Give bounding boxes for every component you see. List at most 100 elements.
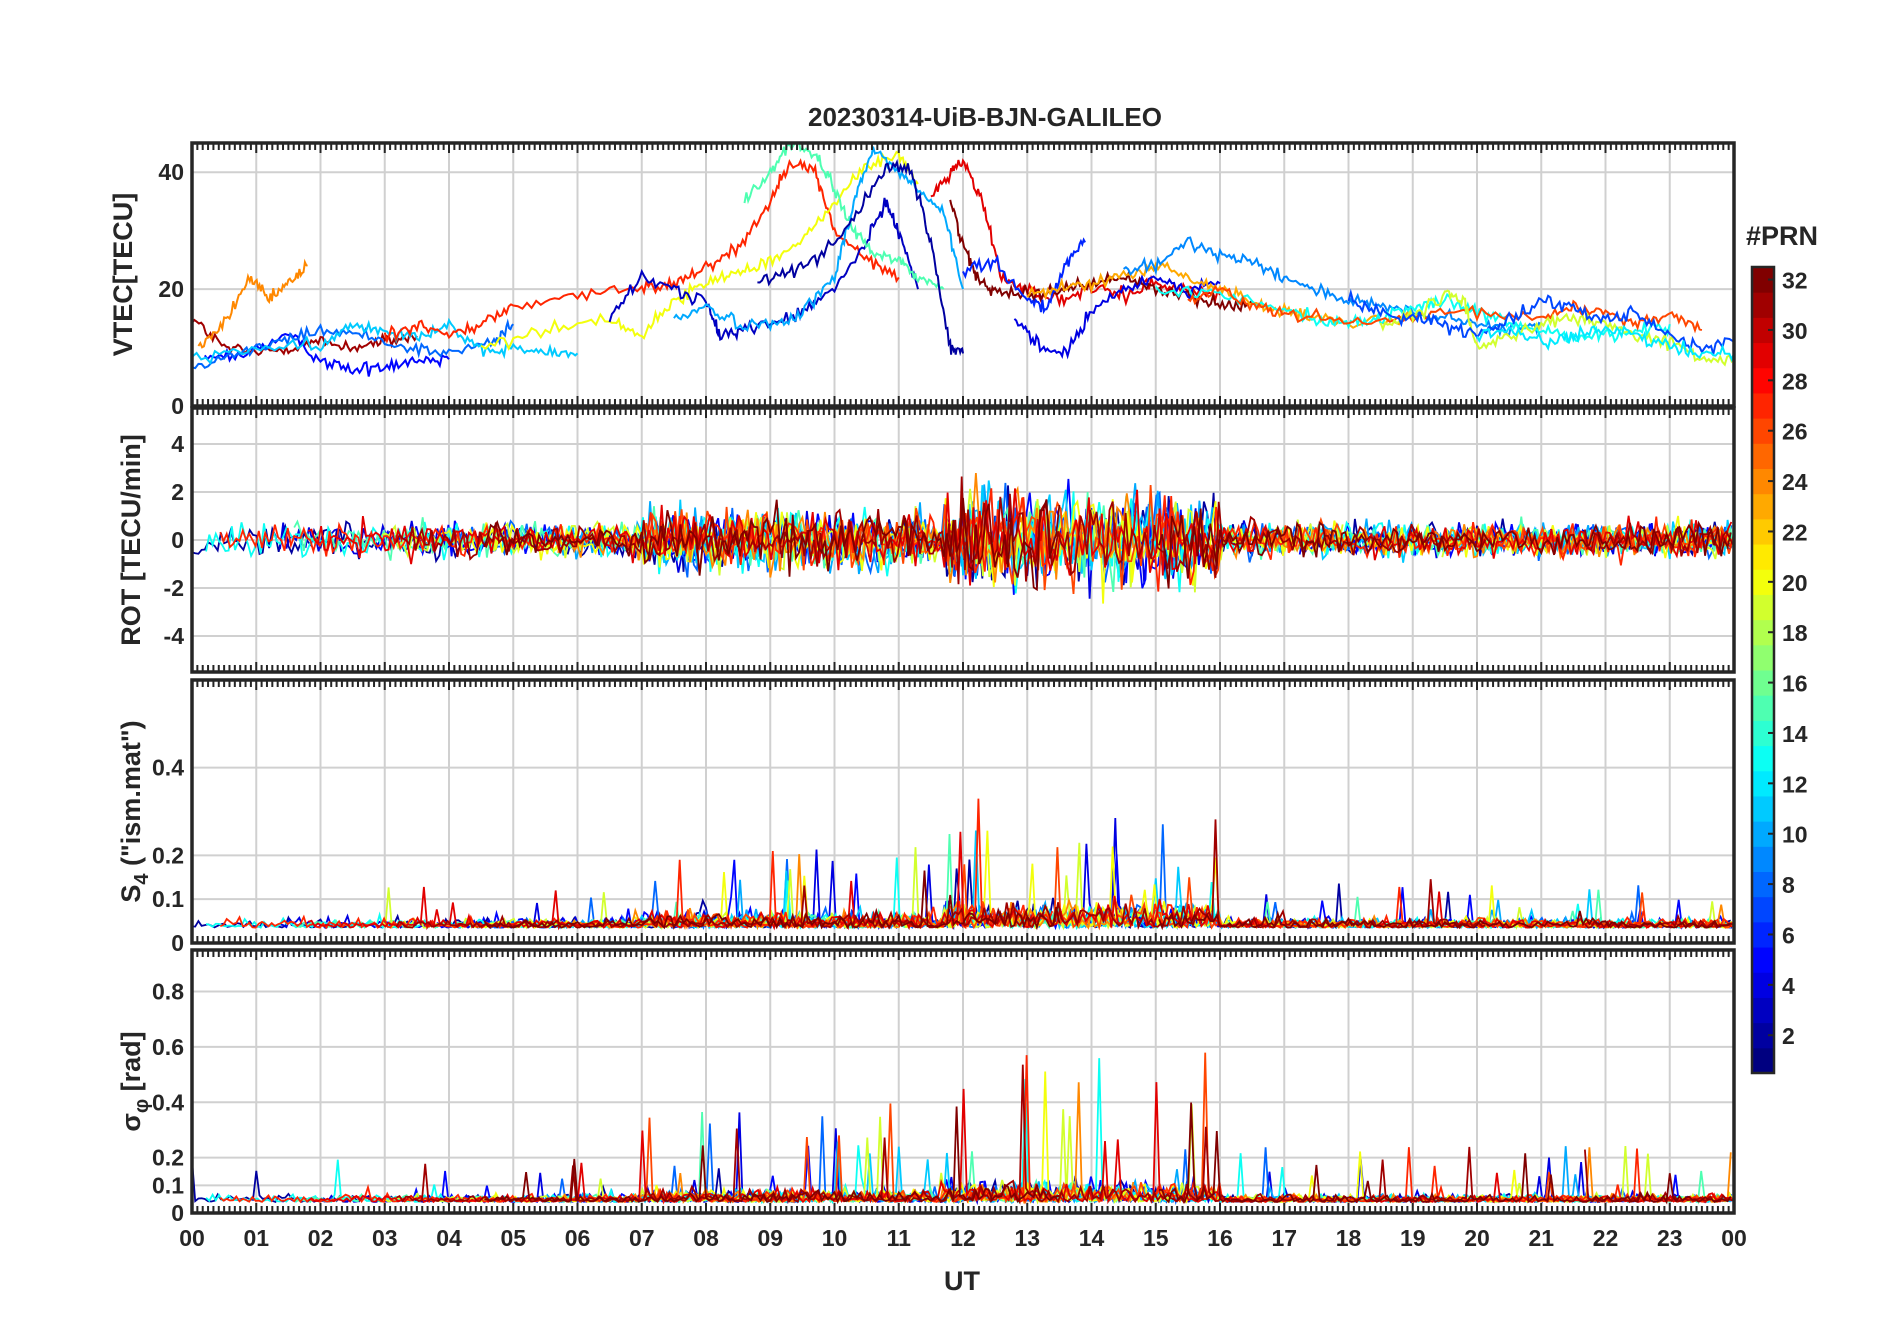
- minor-ticks: [191, 950, 1735, 1213]
- x-tick-label: 06: [565, 1225, 591, 1251]
- y-tick-label: 20: [158, 276, 184, 302]
- y-tick-label: 40: [158, 159, 184, 185]
- y-tick-label: 0: [171, 527, 184, 553]
- colorbar-step: [1752, 821, 1774, 847]
- series-prn-32: [484, 1106, 1060, 1205]
- colorbar-step: [1752, 644, 1774, 671]
- x-tick-label: 09: [757, 1225, 783, 1251]
- y-tick-label: 0: [171, 930, 184, 956]
- colorbar-step: [1752, 342, 1774, 369]
- y-tick-label: 0.6: [152, 1034, 184, 1060]
- colorbar-step: [1752, 795, 1774, 822]
- colorbar-step: [1752, 921, 1774, 948]
- series-prn-24: [197, 258, 308, 349]
- colorbar-step: [1752, 267, 1774, 293]
- series-prn-10: [673, 146, 964, 332]
- colorbar-step: [1752, 367, 1774, 394]
- series-prn-7: [1347, 288, 1734, 355]
- series-prn-32: [483, 497, 1061, 592]
- series-prn-19: [382, 1104, 1343, 1205]
- series-prn-8: [455, 824, 1417, 931]
- series-prn-6: [962, 237, 1086, 315]
- colorbar-tick-label: 12: [1782, 771, 1808, 797]
- x-tick-label: 08: [693, 1225, 719, 1251]
- series-prn-15: [743, 143, 945, 291]
- chart-title: 20230314-UiB-BJN-GALILEO: [808, 102, 1162, 132]
- colorbar-tick-label: 28: [1782, 368, 1808, 394]
- series-prn-9: [1123, 236, 1542, 338]
- colorbar-title: #PRN: [1746, 221, 1818, 251]
- colorbar-tick-label: 16: [1782, 671, 1808, 697]
- colorbar-tick-label: 20: [1782, 570, 1808, 596]
- series-group: [192, 1052, 1734, 1206]
- grid: [191, 950, 1735, 1214]
- colorbar-step: [1752, 871, 1774, 898]
- colorbar-step: [1752, 443, 1774, 469]
- y-axis-label: σφ [rad]: [116, 1031, 153, 1131]
- x-tick-label: 04: [436, 1225, 462, 1251]
- minor-ticks: [191, 143, 1735, 406]
- x-tick-label: 19: [1400, 1225, 1426, 1251]
- y-tick-label: 0.1: [152, 886, 184, 912]
- y-tick-label: 0.2: [152, 1145, 184, 1171]
- series-prn-29: [930, 158, 1221, 308]
- series-prn-8: [455, 1116, 1417, 1206]
- x-tick-label: 20: [1464, 1225, 1490, 1251]
- series-prn-26: [1187, 285, 1703, 334]
- minor-ticks: [191, 408, 1735, 672]
- x-axis-label: UT: [944, 1266, 980, 1296]
- colorbar-step: [1752, 1047, 1774, 1074]
- series-prn-27: [219, 1055, 1053, 1205]
- series-prn-11: [192, 317, 579, 365]
- colorbar-step: [1752, 670, 1774, 696]
- x-tick-label: 15: [1143, 1225, 1169, 1251]
- minor-ticks: [191, 680, 1735, 943]
- x-tick-label: 07: [629, 1225, 655, 1251]
- colorbar-tick-label: 18: [1782, 620, 1808, 646]
- y-axis-label: VTEC[TECU]: [108, 193, 138, 357]
- series-prn-29: [1368, 891, 1732, 929]
- y-tick-label: 0: [171, 1200, 184, 1226]
- series-prn-5: [203, 332, 450, 377]
- series-prn-32: [1158, 508, 1732, 589]
- panel-2: -4 -2 0 2 4 ROT [TECU/min]: [116, 406, 1736, 674]
- series-prn-27: [383, 158, 900, 345]
- colorbar-tick-label: 14: [1782, 721, 1808, 747]
- colorbar-step: [1752, 695, 1774, 721]
- y-tick-label: 0: [171, 393, 184, 419]
- colorbar-tick-label: 4: [1782, 973, 1795, 999]
- x-tick-label: 21: [1528, 1225, 1554, 1251]
- colorbar-tick-label: 8: [1782, 872, 1795, 898]
- colorbar-frame: [1750, 265, 1776, 1075]
- colorbar-step: [1752, 317, 1774, 344]
- series-prn-19: [1379, 289, 1734, 367]
- series-prn-3: [608, 197, 919, 342]
- series-prn-32: [483, 870, 1061, 931]
- colorbar-tick-label: 32: [1782, 268, 1808, 294]
- series-prn-29: [1367, 515, 1733, 561]
- series-group: [192, 798, 1734, 931]
- y-tick-label: 0.4: [152, 1089, 184, 1115]
- y-tick-label: 0.2: [152, 842, 184, 868]
- x-tick-label: 02: [308, 1225, 334, 1251]
- colorbar-step: [1752, 846, 1774, 872]
- series-prn-12: [1476, 323, 1734, 363]
- series-prn-32: [1158, 1102, 1732, 1205]
- colorbar-step: [1752, 745, 1774, 772]
- x-tick-label: 05: [500, 1225, 526, 1251]
- colorbar-step: [1752, 292, 1774, 318]
- y-tick-label: 0.8: [152, 979, 184, 1005]
- series-group: [192, 472, 1734, 604]
- y-tick-label: 0.1: [152, 1172, 184, 1198]
- panel-3: 0 0.1 0.2 0.4S4 ("ism.mat"): [116, 678, 1736, 956]
- x-tick-label: 23: [1657, 1225, 1683, 1251]
- series-prn-31: [395, 819, 1486, 931]
- colorbar-step: [1752, 493, 1774, 520]
- series-prn-32: [1158, 910, 1732, 931]
- colorbar-step: [1752, 720, 1774, 747]
- series-prn-31: [395, 476, 1487, 585]
- colorbar-step: [1752, 997, 1774, 1024]
